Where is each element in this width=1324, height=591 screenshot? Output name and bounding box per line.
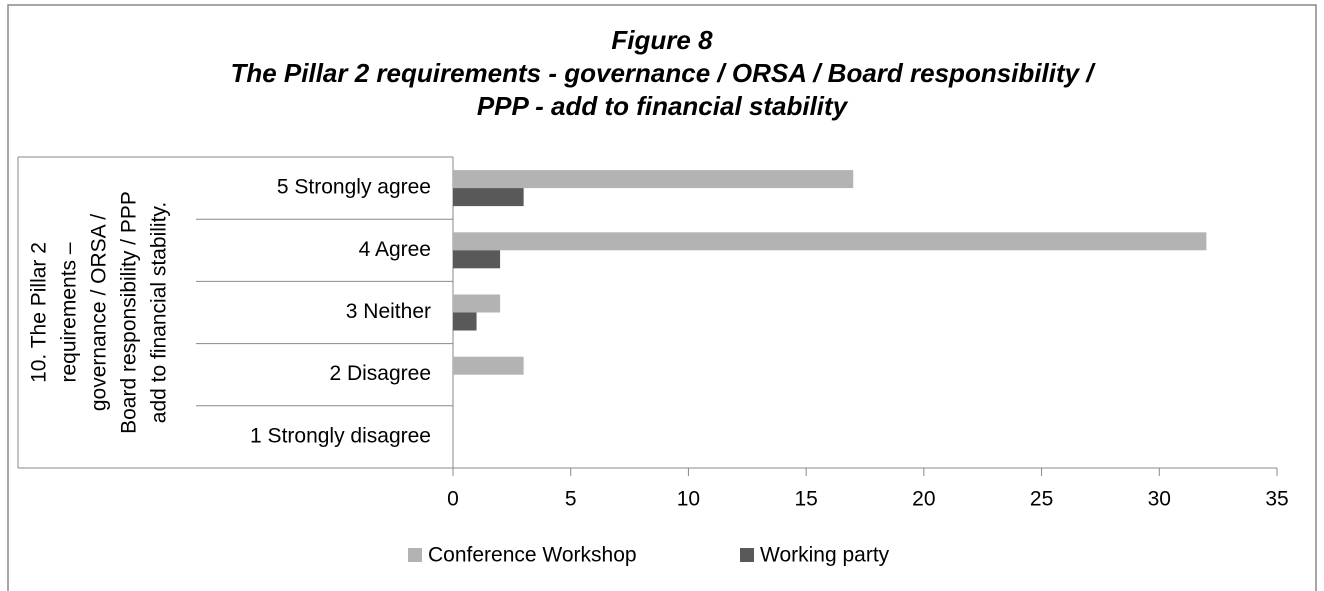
y-group-label: 10. The Pillar 2 <box>28 242 51 383</box>
bar <box>453 188 524 207</box>
y-group-label: Board responsibility / PPP <box>118 191 141 434</box>
x-tick-label: 5 <box>565 488 577 511</box>
bar <box>453 250 501 269</box>
bar <box>453 232 1207 251</box>
x-tick-label: 35 <box>1265 488 1288 511</box>
x-tick-label: 25 <box>1030 488 1053 511</box>
legend-swatch <box>740 548 754 562</box>
bar <box>453 356 524 375</box>
y-group-label: add to financial stability. <box>148 202 171 423</box>
y-tick-label: 1 Strongly disagree <box>250 424 431 447</box>
chart-title: PPP - add to financial stability <box>477 91 849 121</box>
x-tick-label: 30 <box>1148 488 1171 511</box>
x-tick-label: 15 <box>794 488 817 511</box>
legend-swatch <box>408 548 422 562</box>
y-tick-label: 5 Strongly agree <box>277 176 431 199</box>
bar <box>453 312 477 331</box>
bar <box>453 170 854 189</box>
chart-title: The Pillar 2 requirements - governance /… <box>230 58 1096 88</box>
y-tick-label: 3 Neither <box>346 300 431 323</box>
x-tick-label: 20 <box>912 488 935 511</box>
legend-label: Working party <box>760 544 890 567</box>
x-tick-label: 10 <box>677 488 700 511</box>
chart-title: Figure 8 <box>611 25 713 55</box>
x-tick-label: 0 <box>447 488 459 511</box>
y-tick-label: 4 Agree <box>359 238 431 261</box>
y-group-label: requirements – <box>58 242 81 382</box>
chart-border <box>7 4 1317 591</box>
y-tick-label: 2 Disagree <box>329 362 431 385</box>
bar <box>453 294 501 313</box>
legend-label: Conference Workshop <box>428 544 637 567</box>
y-group-label: governance / ORSA / <box>88 214 111 411</box>
